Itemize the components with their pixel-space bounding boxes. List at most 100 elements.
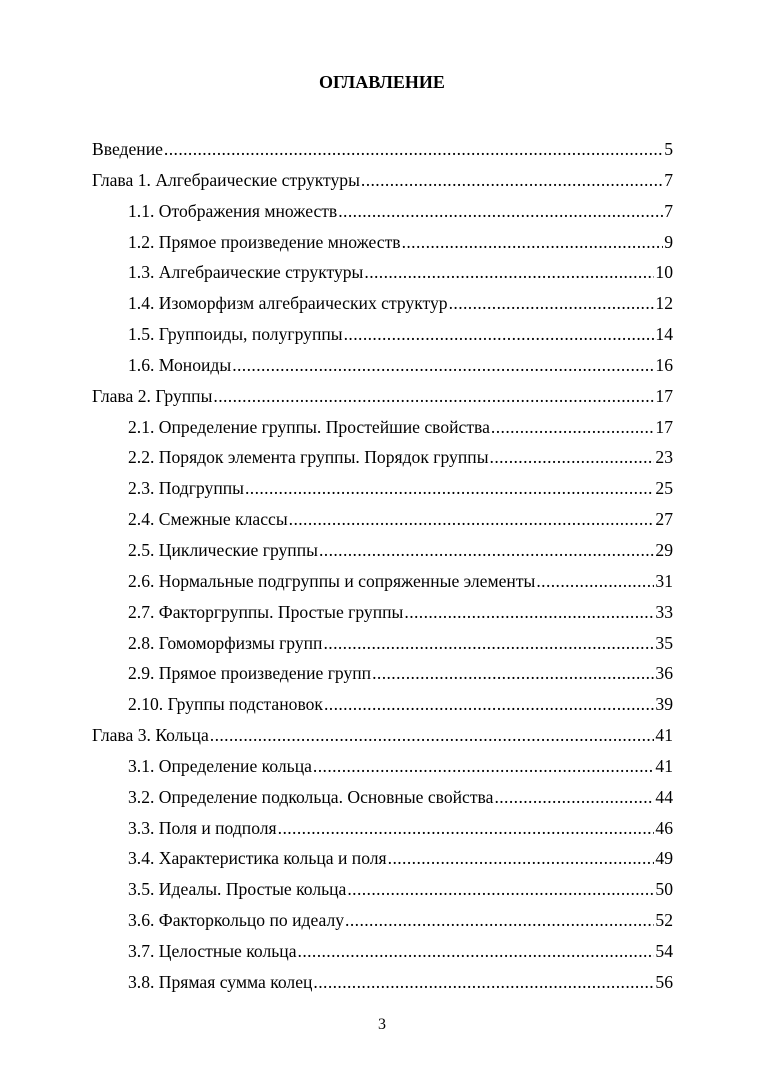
toc-section-entry[interactable]: 1.6. Моноиды 16	[92, 355, 673, 386]
toc-section-entry[interactable]: 2.10. Группы подстановок 39	[92, 694, 673, 725]
entry-page: 5	[664, 139, 673, 159]
entry-label: 1.2. Прямое произведение множеств	[128, 231, 401, 252]
toc-section-entry[interactable]: 2.5. Циклические группы 29	[92, 540, 673, 571]
toc-section-entry[interactable]: 1.2. Прямое произведение множеств 9	[92, 232, 673, 263]
entry-label: 3.7. Целостные кольца	[128, 940, 297, 961]
toc-section-entry[interactable]: 2.4. Смежные классы 27	[92, 509, 673, 540]
leader-dots	[324, 694, 654, 715]
toc-section-entry[interactable]: 3.8. Прямая сумма колец 56	[92, 972, 673, 1003]
leader-dots	[402, 232, 664, 253]
entry-page: 7	[664, 169, 673, 190]
toc-chapter-entry[interactable]: Глава 3. Кольца 41	[92, 725, 673, 756]
entry-label: 3.1. Определение кольца	[128, 755, 312, 776]
toc-section-entry[interactable]: 2.8. Гомоморфизмы групп 35	[92, 633, 673, 664]
toc-section-entry[interactable]: 1.4. Изоморфизм алгебраических структур 1…	[92, 293, 673, 324]
leader-dots	[232, 355, 654, 376]
toc-section-entry[interactable]: 1.3. Алгебраические структуры 10	[92, 262, 673, 293]
entry-page: 7	[664, 200, 673, 221]
leader-dots	[338, 201, 663, 222]
entry-label: 3.8. Прямая сумма колец	[128, 971, 313, 992]
toc-section-entry[interactable]: 2.2. Порядок элемента группы. Порядок гр…	[92, 447, 673, 478]
leader-dots	[213, 386, 654, 407]
toc-section-entry[interactable]: 2.6. Нормальные подгруппы и сопряженные …	[92, 571, 673, 602]
entry-label: 3.3. Поля и подполя	[128, 817, 277, 838]
entry-label: 2.1. Определение группы. Простейшие свой…	[128, 416, 490, 437]
entry-label: 1.4. Изоморфизм алгебраических структур	[128, 293, 448, 314]
toc-chapter-entry[interactable]: Глава 2. Группы 17	[92, 386, 673, 417]
leader-dots	[298, 941, 655, 962]
entry-page: 17	[655, 385, 673, 406]
toc-section-entry[interactable]: 1.1. Отображения множеств 7	[92, 201, 673, 232]
leader-dots	[449, 293, 655, 314]
leader-dots	[372, 663, 654, 684]
entry-page: 35	[655, 632, 673, 653]
leader-dots	[494, 787, 654, 808]
entry-page: 14	[655, 324, 673, 345]
entry-page: 23	[655, 447, 673, 468]
leader-dots	[319, 540, 654, 561]
toc-section-entry[interactable]: 2.7. Факторгруппы. Простые группы 33	[92, 602, 673, 633]
entry-label: 2.9. Прямое произведение групп	[128, 663, 372, 684]
toc-chapter-entry[interactable]: Глава 1. Алгебраические структуры 7	[92, 170, 673, 201]
entry-page: 49	[655, 848, 673, 869]
entry-label: 2.7. Факторгруппы. Простые группы	[128, 601, 404, 622]
leader-dots	[388, 848, 655, 869]
leader-dots	[289, 509, 655, 530]
toc-section-entry[interactable]: 3.3. Поля и подполя 46	[92, 818, 673, 849]
entry-label: 2.2. Порядок элемента группы. Порядок гр…	[128, 447, 489, 468]
leader-dots	[345, 910, 654, 931]
entry-page: 9	[664, 231, 673, 252]
toc-section-entry[interactable]: 3.2. Определение подкольца. Основные сво…	[92, 787, 673, 818]
table-of-contents: Введение 5 Глава 1. Алгебраические структу…	[92, 139, 673, 1003]
leader-dots	[536, 571, 654, 592]
entry-page: 33	[655, 601, 673, 622]
toc-chapter-entry[interactable]: Введение 5	[92, 139, 673, 170]
entry-page: 41	[655, 755, 673, 776]
leader-dots	[245, 478, 654, 499]
toc-section-entry[interactable]: 2.1. Определение группы. Простейшие свой…	[92, 417, 673, 448]
page-number: 3	[378, 1016, 386, 1033]
toc-section-entry[interactable]: 2.9. Прямое произведение групп 36	[92, 663, 673, 694]
entry-page: 36	[655, 663, 673, 684]
entry-label: 1.6. Моноиды	[128, 354, 232, 375]
entry-page: 41	[655, 725, 673, 746]
entry-label: Глава 2. Группы	[92, 385, 213, 406]
toc-section-entry[interactable]: 1.5. Группоиды, полугруппы 14	[92, 324, 673, 355]
entry-page: 29	[655, 539, 673, 560]
leader-dots	[364, 262, 654, 283]
entry-label: 2.8. Гомоморфизмы групп	[128, 632, 323, 653]
toc-section-entry[interactable]: 3.4. Характеристика кольца и поля 49	[92, 848, 673, 879]
entry-page: 54	[655, 940, 673, 961]
toc-section-entry[interactable]: 3.5. Идеалы. Простые кольца 50	[92, 879, 673, 910]
entry-label: 2.10. Группы подстановок	[128, 694, 323, 715]
entry-page: 52	[655, 910, 673, 931]
entry-label: 3.4. Характеристика кольца и поля	[128, 848, 387, 869]
entry-page: 44	[655, 786, 673, 807]
entry-page: 25	[655, 478, 673, 499]
entry-page: 27	[655, 509, 673, 530]
leader-dots	[313, 972, 654, 993]
toc-title: ОГЛАВЛЕНИЕ	[319, 72, 445, 92]
leader-dots	[347, 879, 654, 900]
leader-dots	[313, 756, 654, 777]
entry-label: 2.6. Нормальные подгруппы и сопряженные …	[128, 570, 536, 591]
entry-page: 16	[655, 354, 673, 375]
toc-section-entry[interactable]: 3.6. Факторкольцо по идеалу 52	[92, 910, 673, 941]
toc-section-entry[interactable]: 3.7. Целостные кольца 54	[92, 941, 673, 972]
leader-dots	[323, 633, 654, 654]
entry-page: 17	[655, 416, 673, 437]
entry-label: 3.2. Определение подкольца. Основные сво…	[128, 786, 494, 807]
entry-page: 31	[655, 570, 673, 591]
leader-dots	[278, 818, 655, 839]
entry-page: 12	[655, 293, 673, 314]
entry-page: 56	[655, 971, 673, 992]
toc-section-entry[interactable]: 2.3. Подгруппы 25	[92, 478, 673, 509]
entry-label: 1.1. Отображения множеств	[128, 200, 338, 221]
entry-page: 39	[655, 694, 673, 715]
leader-dots	[490, 447, 655, 468]
entry-label: Введение	[92, 139, 163, 159]
entry-page: 46	[655, 817, 673, 838]
leader-dots	[491, 417, 654, 438]
toc-section-entry[interactable]: 3.1. Определение кольца 41	[92, 756, 673, 787]
entry-label: 2.3. Подгруппы	[128, 478, 244, 499]
